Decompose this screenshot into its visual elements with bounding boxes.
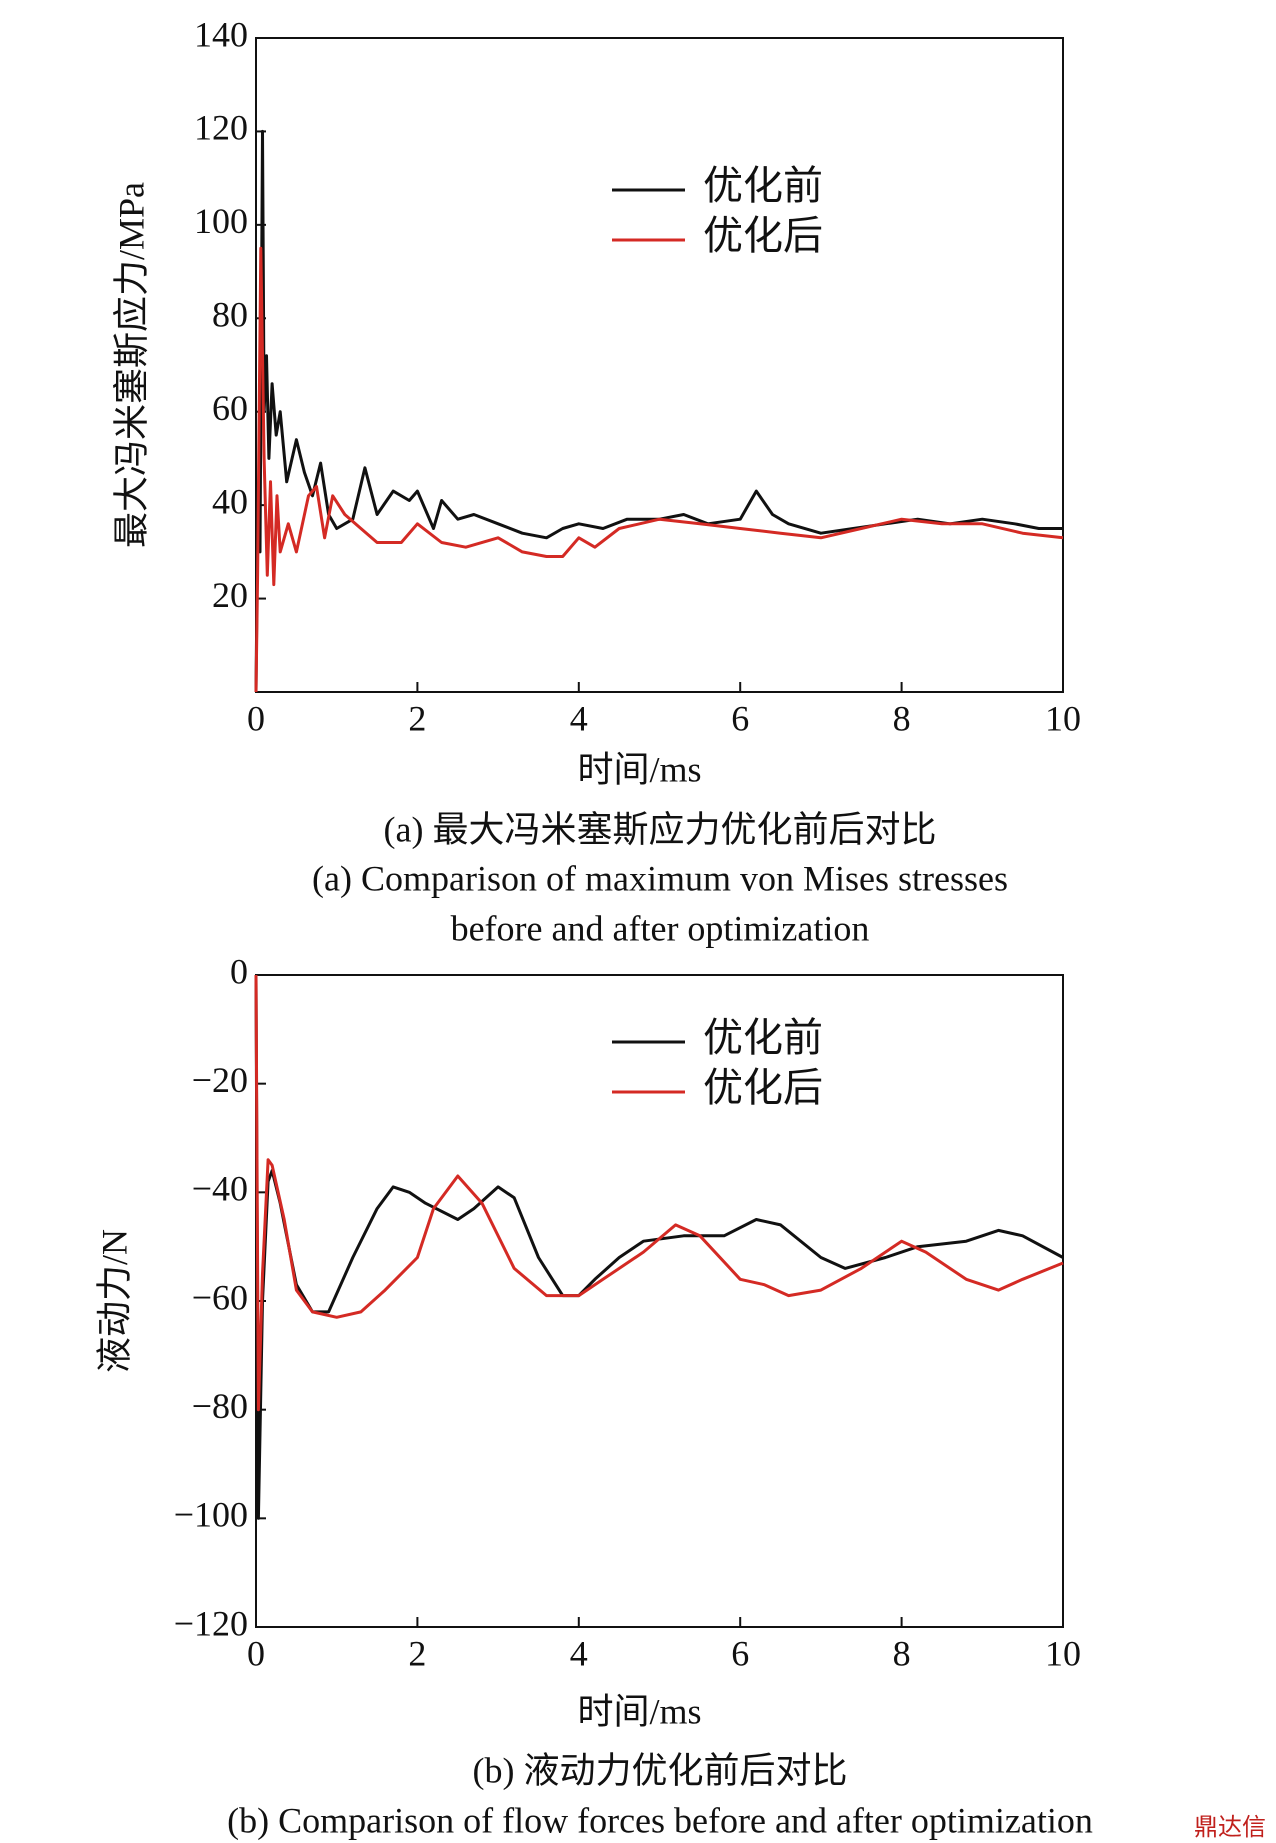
y-axis-label: 最大冯米塞斯应力/MPa [111,182,151,548]
legend-label: 优化前 [703,1015,823,1060]
x-tick-label: 2 [408,698,426,738]
x-tick-label: 6 [731,698,749,738]
y-tick-label: 120 [194,108,248,148]
y-tick-label: −120 [174,1603,248,1643]
x-tick-label: 8 [893,698,911,738]
y-tick-label: 60 [212,388,248,428]
x-tick-label: 10 [1045,698,1081,738]
x-tick-label: 0 [247,698,265,738]
y-tick-label: −60 [192,1277,248,1317]
y-tick-label: 140 [194,14,248,54]
y-tick-label: −40 [192,1169,248,1209]
legend-label: 优化后 [703,1065,823,1110]
x-tick-label: 0 [247,1633,265,1673]
x-tick-label: 10 [1045,1633,1081,1673]
x-tick-label: 4 [570,1633,588,1673]
caption: (b) Comparison of flow forces before and… [227,1800,1093,1840]
y-tick-label: −20 [192,1060,248,1100]
caption: before and after optimization [451,908,870,948]
legend-label: 优化前 [703,163,823,208]
caption: (b) 液动力优化前后对比 [473,1750,848,1790]
x-tick-label: 2 [408,1633,426,1673]
series-line [254,129,1063,693]
series-line [254,246,1064,693]
y-tick-label: 100 [194,201,248,241]
plot-frame [255,37,1064,693]
x-tick-label: 8 [893,1633,911,1673]
y-tick-label: 20 [212,575,248,615]
x-axis-label: 时间/ms [577,749,701,789]
y-tick-label: −100 [174,1495,248,1535]
y-axis-label: 液动力/N [94,1229,134,1373]
watermark: 鼎达信 [1194,1813,1266,1841]
caption: (a) 最大冯米塞斯应力优化前后对比 [384,809,937,849]
x-axis-label: 时间/ms [577,1691,701,1731]
y-tick-label: 0 [230,951,248,991]
y-tick-label: 40 [212,481,248,521]
series-line [254,974,1064,1412]
caption: (a) Comparison of maximum von Mises stre… [312,858,1008,898]
legend-label: 优化后 [703,213,823,258]
x-tick-label: 6 [731,1633,749,1673]
series-line [254,974,1064,1520]
y-tick-label: −80 [192,1386,248,1426]
y-tick-label: 80 [212,295,248,335]
x-tick-label: 4 [570,698,588,738]
plot-frame [255,974,1064,1628]
